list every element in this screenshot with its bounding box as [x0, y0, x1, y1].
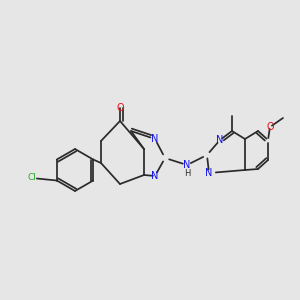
- Text: O: O: [266, 122, 274, 132]
- Text: O: O: [116, 103, 124, 113]
- Text: N: N: [151, 171, 159, 181]
- Text: N: N: [216, 135, 224, 145]
- Text: N: N: [205, 168, 213, 178]
- Text: H: H: [184, 169, 190, 178]
- Text: Cl: Cl: [27, 173, 36, 182]
- Text: N: N: [183, 160, 191, 170]
- Text: N: N: [151, 134, 159, 144]
